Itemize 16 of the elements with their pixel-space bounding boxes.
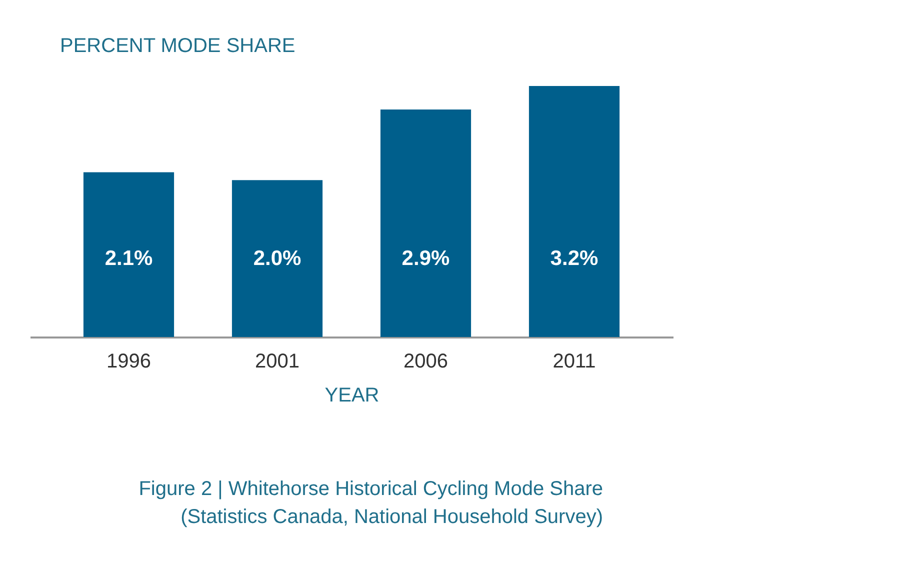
bar <box>232 180 323 337</box>
data-label: 2.0% <box>253 247 302 270</box>
bar <box>380 110 472 337</box>
x-tick-label: 2006 <box>404 350 448 372</box>
data-label: 2.9% <box>402 247 450 270</box>
bar <box>83 172 174 337</box>
x-tick-label: 2001 <box>255 350 300 372</box>
data-label: 3.2% <box>550 247 599 270</box>
caption: Figure 2 | Whitehorse Historical Cycling Mode Share <box>138 478 603 500</box>
text: (Statistics Canada, National Household Survey) <box>180 506 603 528</box>
x-tick-label: 2011 <box>552 350 596 372</box>
y-axis-title: PERCENT MODE SHARE <box>60 35 296 57</box>
data-label: 2.1% <box>104 247 154 270</box>
bar <box>528 86 620 337</box>
x-axis-title: YEAR <box>324 384 380 406</box>
x-tick-label: 1996 <box>106 350 151 372</box>
